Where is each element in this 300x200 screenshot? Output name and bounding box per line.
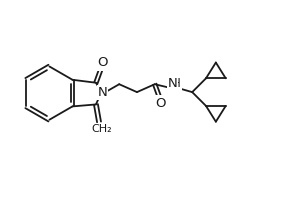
Text: H: H [172, 77, 181, 90]
Text: O: O [155, 97, 166, 110]
Text: N: N [98, 86, 107, 99]
Text: O: O [97, 56, 108, 69]
Text: N: N [168, 77, 177, 90]
Text: CH₂: CH₂ [92, 124, 112, 134]
